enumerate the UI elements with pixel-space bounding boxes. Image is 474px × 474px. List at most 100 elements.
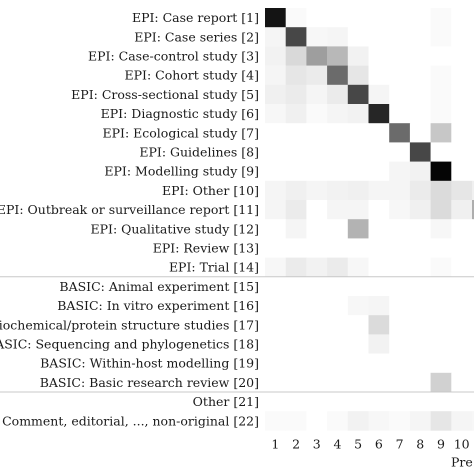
heatmap-cell-r15-c2: [285, 276, 307, 297]
heatmap-cell-r5-c8: [409, 84, 431, 105]
heatmap-cell-r3-c5: [347, 46, 369, 66]
heatmap-cell-r4-c3: [306, 65, 328, 86]
heatmap-cell-r22-c11: [472, 411, 474, 431]
heatmap-cell-r15-c6: [368, 276, 390, 297]
heatmap-cell-r22-c2: [285, 411, 307, 431]
heatmap-cell-r22-c5: [347, 411, 369, 431]
heatmap-cell-r16-c3: [306, 296, 328, 316]
heatmap-cell-r10-c9: [430, 180, 452, 201]
heatmap-cell-r16-c8: [409, 296, 431, 316]
heatmap-cell-r1-c2: [285, 8, 307, 28]
heatmap-cell-r15-c3: [306, 276, 328, 297]
heatmap-cell-r7-c8: [409, 123, 431, 143]
heatmap-cell-r13-c4: [327, 238, 349, 258]
heatmap-cell-r4-c9: [430, 65, 452, 86]
heatmap-cell-r17-c9: [430, 315, 452, 335]
heatmap-cell-r3-c7: [389, 46, 411, 66]
heatmap-cell-r16-c7: [389, 296, 411, 316]
heatmap-cell-r17-c1: [265, 315, 286, 335]
heatmap-cell-r5-c5: [347, 84, 369, 105]
heatmap-cell-r10-c5: [347, 180, 369, 201]
heatmap-cell-r21-c4: [327, 392, 349, 412]
heatmap-cell-r17-c5: [347, 315, 369, 335]
heatmap-cell-r5-c6: [368, 84, 390, 105]
heatmap-cell-r2-c3: [306, 27, 328, 47]
heatmap-cell-r3-c2: [285, 46, 307, 66]
heatmap-cell-r11-c1: [265, 200, 286, 220]
heatmap-cell-r21-c8: [409, 392, 431, 412]
heatmap-cell-r4-c11: [472, 65, 474, 86]
heatmap-cell-r13-c2: [285, 238, 307, 258]
heatmap-cell-r7-c11: [472, 123, 474, 143]
row-label-8: EPI: Guidelines [8]: [139, 145, 259, 160]
heatmap-cell-r10-c2: [285, 180, 307, 201]
heatmap-cell-r14-c2: [285, 257, 307, 278]
row-label-10: EPI: Other [10]: [162, 183, 259, 198]
heatmap-cell-r17-c11: [472, 315, 474, 335]
row-label-9: EPI: Modelling study [9]: [104, 164, 259, 179]
heatmap-cell-r13-c11: [472, 238, 474, 258]
heatmap-cell-r10-c8: [409, 180, 431, 201]
heatmap-cell-r8-c9: [430, 142, 452, 162]
heatmap-cell-r14-c9: [430, 257, 452, 278]
heatmap-cell-r8-c11: [472, 142, 474, 162]
heatmap-cell-r4-c2: [285, 65, 307, 86]
heatmap-cell-r2-c8: [409, 27, 431, 47]
heatmap-cell-r11-c9: [430, 200, 452, 220]
row-label-22: Comment, editorial, ..., non-original [2…: [2, 413, 259, 428]
heatmap-cell-r18-c8: [409, 334, 431, 354]
heatmap-cell-r9-c9: [430, 161, 452, 182]
heatmap-cell-r9-c1: [265, 161, 286, 182]
heatmap-cell-r6-c5: [347, 104, 369, 124]
heatmap-cell-r11-c3: [306, 200, 328, 220]
column-label-1: 1: [271, 436, 279, 451]
heatmap-cell-r11-c5: [347, 200, 369, 220]
row-label-1: EPI: Case report [1]: [132, 10, 259, 25]
heatmap-cell-r21-c11: [472, 392, 474, 412]
heatmap-cell-r20-c9: [430, 372, 452, 393]
heatmap-cell-r15-c1: [265, 276, 286, 297]
heatmap-cell-r19-c4: [327, 353, 349, 374]
heatmap-cell-r18-c9: [430, 334, 452, 354]
column-label-7: 7: [396, 436, 404, 451]
heatmap-cell-r5-c2: [285, 84, 307, 105]
heatmap-cell-r19-c11: [472, 353, 474, 374]
heatmap-cell-r22-c1: [265, 411, 286, 431]
heatmap-cell-r21-c1: [265, 392, 286, 412]
heatmap-cell-r9-c4: [327, 161, 349, 182]
heatmap-cell-r12-c6: [368, 219, 390, 239]
heatmap-cell-r9-c11: [472, 161, 474, 182]
heatmap-cell-r10-c11: [472, 180, 474, 201]
heatmap-cell-r15-c5: [347, 276, 369, 297]
column-labels: 1234567891011: [271, 436, 469, 451]
heatmap-cell-r15-c11: [472, 276, 474, 297]
heatmap-cell-r8-c1: [265, 142, 286, 162]
heatmap-cell-r7-c6: [368, 123, 390, 143]
heatmap-cell-r10-c1: [265, 180, 286, 201]
heatmap-cell-r2-c6: [368, 27, 390, 47]
heatmap-cell-r3-c1: [265, 46, 286, 66]
heatmap-cell-r5-c10: [451, 84, 473, 105]
heatmap-cell-r1-c5: [347, 8, 369, 28]
column-label-5: 5: [354, 436, 362, 451]
heatmap-cell-r5-c3: [306, 84, 328, 105]
heatmap-cell-r5-c4: [327, 84, 349, 105]
column-label-3: 3: [313, 436, 321, 451]
heatmap-cell-r16-c6: [368, 296, 390, 316]
heatmap-cell-r15-c8: [409, 276, 431, 297]
heatmap-cell-r14-c8: [409, 257, 431, 278]
heatmap-cell-r9-c10: [451, 161, 473, 182]
heatmap-cell-r2-c4: [327, 27, 349, 47]
heatmap-cell-r19-c7: [389, 353, 411, 374]
heatmap-cell-r21-c3: [306, 392, 328, 412]
heatmap-cell-r12-c4: [327, 219, 349, 239]
heatmap-cell-r12-c9: [430, 219, 452, 239]
heatmap-cell-r20-c7: [389, 372, 411, 393]
heatmap-cell-r6-c9: [430, 104, 452, 124]
heatmap-cell-r16-c10: [451, 296, 473, 316]
heatmap-cell-r16-c9: [430, 296, 452, 316]
heatmap-cell-r6-c11: [472, 104, 474, 124]
heatmap-cell-r12-c10: [451, 219, 473, 239]
heatmap-cell-r13-c8: [409, 238, 431, 258]
